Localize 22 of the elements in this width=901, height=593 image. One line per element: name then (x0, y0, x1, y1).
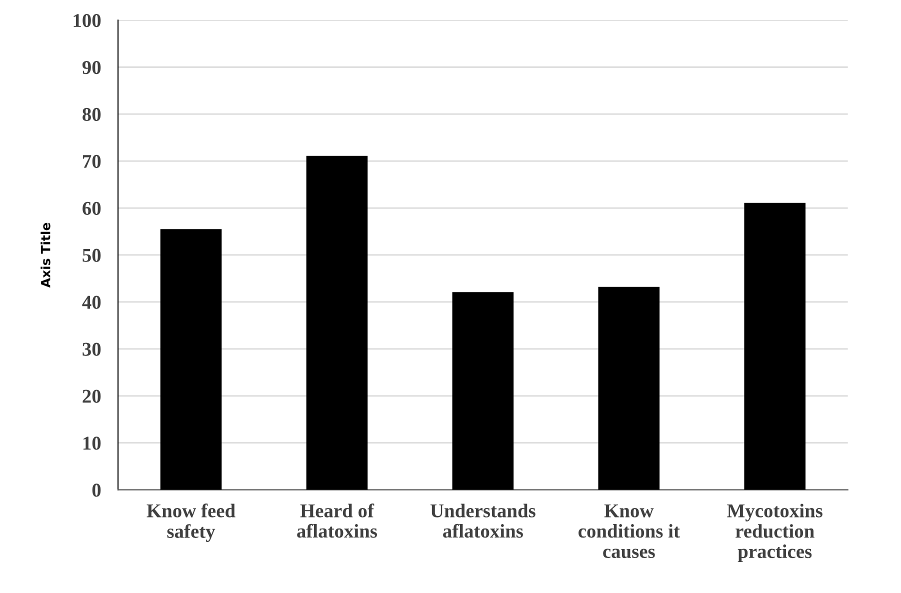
y-tick-label: 80 (82, 108, 101, 122)
x-tick-label: Know conditions it causes (578, 504, 680, 558)
bar (160, 229, 222, 490)
y-tick-label: 10 (83, 436, 101, 450)
y-tick-label: 20 (82, 390, 101, 403)
y-tick-label: 40 (82, 296, 101, 309)
y-tick-label: 70 (83, 154, 101, 168)
x-tick-label: Understands aflatoxins (430, 504, 536, 538)
y-tick-label: 100 (74, 14, 101, 28)
bar (598, 286, 660, 490)
y-tick-label: 30 (82, 342, 101, 356)
x-tick-label: Know feed safety (146, 504, 236, 542)
bar (452, 292, 514, 490)
bar (744, 202, 806, 490)
y-tick-label: 60 (82, 202, 101, 215)
y-axis-title: Axis Title (40, 222, 50, 288)
bar (306, 156, 368, 490)
y-tick-label: 0 (92, 484, 101, 497)
x-tick-label: Heard of aflatoxins (297, 504, 378, 538)
x-tick-label: Mycotoxins reduction practices (727, 504, 822, 562)
y-tick-label: 90 (82, 60, 101, 74)
y-tick-label: 50 (82, 248, 101, 262)
